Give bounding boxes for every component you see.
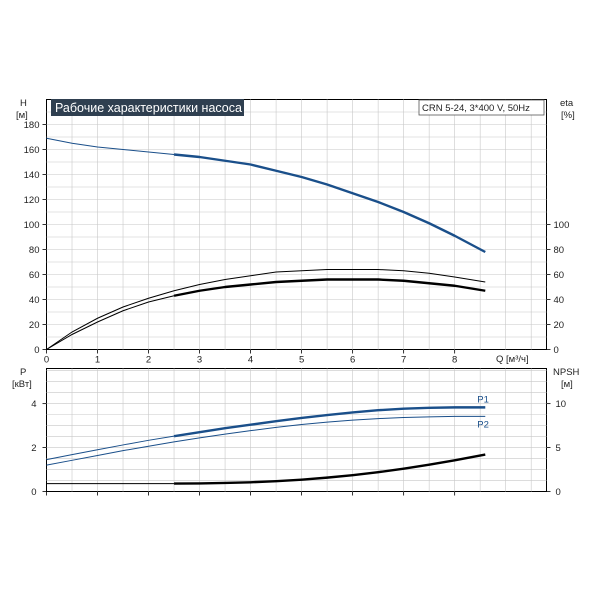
upper-series-2-line-thin (46, 295, 175, 350)
x-tick-label: 5 (299, 355, 304, 366)
h-tick-label: 0 (34, 345, 39, 356)
x-tick-label: 8 (452, 355, 457, 366)
model-box (418, 99, 545, 116)
upper-grid (46, 99, 547, 350)
eta-axis-unit: [%] (561, 110, 575, 121)
npsh-tick-label: 10 (556, 399, 567, 410)
npsh-tick-label: 0 (556, 487, 561, 498)
lower-tick-labels: 0 2 4 0 5 10 (31, 399, 566, 498)
h-tick-label: 80 (29, 245, 40, 256)
p-tick-label: 0 (31, 487, 36, 498)
upper-series-2-line (173, 278, 486, 297)
lower-series-p1-line (173, 406, 486, 438)
x-tick-label: 0 (44, 355, 49, 366)
eta-tick-label: 40 (554, 295, 565, 306)
npsh-tick-label: 5 (556, 443, 561, 454)
lower-grid (46, 368, 547, 492)
lower-series (46, 406, 486, 485)
title-box (51, 99, 244, 116)
upper-series (46, 137, 486, 350)
p-axis-label: P (20, 367, 26, 378)
x-tick-label: 3 (197, 355, 202, 366)
eta-axis-label: eta (560, 98, 574, 109)
upper-series-0-line-thin (46, 137, 175, 155)
lower-plot-area (46, 368, 547, 492)
lower-series-labels: P1 P2 (477, 394, 489, 430)
h-axis-unit: [м] (16, 110, 28, 121)
npsh-axis-label: NPSH (553, 367, 580, 378)
h-tick-label: 40 (29, 295, 40, 306)
eta-tick-label: 20 (554, 320, 565, 331)
eta-tick-label: 100 (554, 220, 570, 231)
npsh-axis-unit: [м] (561, 379, 573, 390)
p-tick-label: 4 (31, 399, 36, 410)
x-tick-label: 4 (248, 355, 253, 366)
lower-series-2-line (174, 453, 486, 485)
eta-tick-label: 60 (554, 270, 565, 281)
upper-tick-labels: 0 1 2 3 4 5 6 7 80204060801001201401601800204060… (24, 120, 570, 366)
h-axis-label: H (20, 98, 27, 109)
series-label-p2: P2 (477, 419, 489, 430)
x-tick-label: 2 (146, 355, 151, 366)
eta-tick-label: 80 (554, 245, 565, 256)
series-label-p1: P1 (477, 394, 489, 405)
h-tick-label: 60 (29, 270, 40, 281)
h-tick-label: 100 (24, 220, 40, 231)
p-tick-label: 2 (31, 443, 36, 454)
q-axis-label: Q [м³/ч] (496, 354, 529, 365)
model-label: CRN 5-24, 3*400 V, 50Hz (422, 103, 530, 114)
h-tick-label: 120 (24, 195, 40, 206)
lower-series-p2-line-thin (46, 415, 486, 466)
h-tick-label: 20 (29, 320, 40, 331)
p-axis-unit: [кВт] (12, 379, 32, 390)
upper-series-1-line-thin (46, 269, 486, 350)
x-tick-label: 6 (350, 355, 355, 366)
x-tick-label: 1 (95, 355, 100, 366)
h-tick-label: 180 (24, 120, 40, 131)
lower-series-p1-line-thin (46, 435, 175, 461)
x-tick-label: 7 (401, 355, 406, 366)
upper-series-0-line (173, 153, 486, 254)
chart-title: Рабочие характеристики насоса (55, 101, 242, 115)
h-tick-label: 160 (24, 145, 40, 156)
h-tick-label: 140 (24, 170, 40, 181)
eta-tick-label: 0 (554, 345, 559, 356)
